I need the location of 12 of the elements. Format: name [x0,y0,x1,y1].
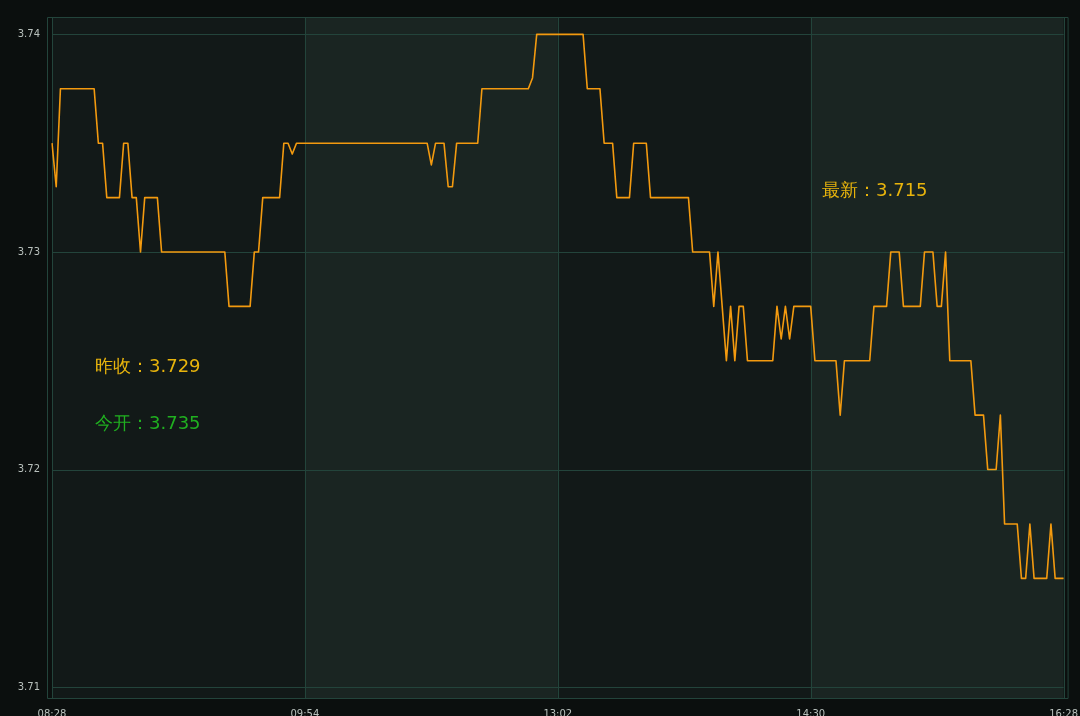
y-tick-label: 3.73 [17,245,40,257]
y-tick-label: 3.71 [17,680,40,692]
x-tick-label: 09:54 [290,707,320,716]
y-tick-label: 3.74 [17,28,40,39]
x-tick-label: 16:28 [1049,707,1078,716]
y-tick-label: 3.72 [17,463,40,475]
x-tick-label: 14:30 [796,707,826,716]
annotation: 最新：3.715 [822,179,928,200]
x-tick-label: 13:02 [543,707,573,716]
annotation: 昨收：3.729 [95,355,201,376]
annotation: 今开：3.735 [95,412,201,433]
x-tick-label: 08:28 [37,707,67,716]
